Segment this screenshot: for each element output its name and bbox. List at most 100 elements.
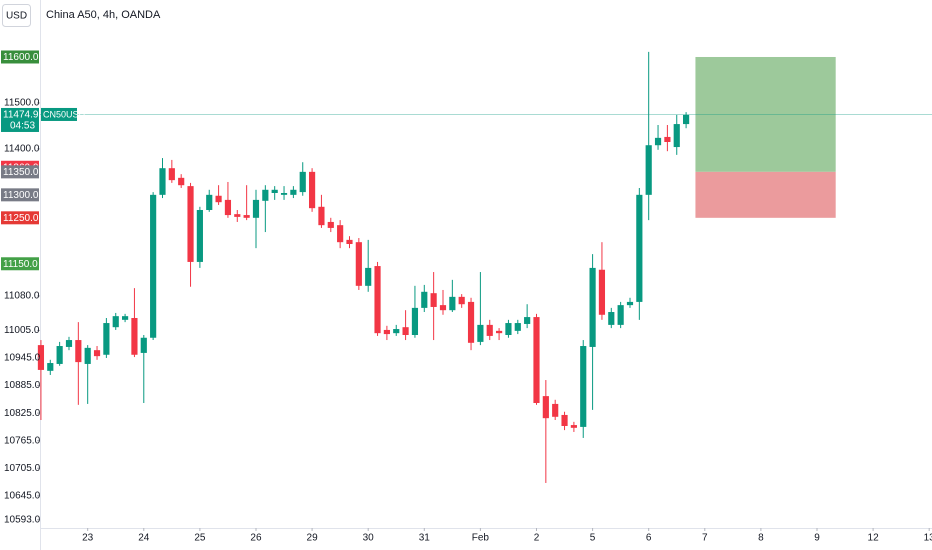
candle-body (365, 267, 372, 286)
y-tick-label: 11005.0 (4, 325, 40, 336)
symbol-badge (41, 107, 77, 121)
candle-body (318, 206, 325, 226)
candle-body (374, 266, 381, 334)
candle-body (215, 195, 222, 203)
candle-body (280, 193, 288, 195)
candle-body (580, 346, 587, 427)
candle-body (514, 323, 521, 331)
price-badge (1, 257, 39, 271)
y-tick-label: 10885.0 (4, 380, 41, 391)
candle-body (150, 194, 157, 338)
candle-body (683, 114, 690, 125)
x-tick-label: 24 (138, 533, 150, 544)
x-tick-label: 31 (419, 533, 431, 544)
candle-body (449, 296, 456, 311)
candle-body (327, 221, 334, 228)
candle-body (505, 323, 512, 335)
candle-body (589, 267, 596, 347)
currency-button[interactable] (2, 4, 31, 27)
candle-body (421, 291, 428, 308)
candle-body (542, 396, 549, 419)
x-tick-label: 5 (590, 533, 596, 544)
y-tick-label: 11400.0 (4, 144, 40, 155)
plot-area (37, 51, 932, 483)
x-tick-label: 6 (646, 533, 652, 544)
x-tick-label: 2 (534, 533, 540, 544)
price-badge-label: 11350.0 (3, 167, 39, 178)
candle-body (496, 330, 503, 334)
candle-body (75, 340, 82, 363)
candle-body (140, 337, 147, 353)
target-zone (695, 56, 836, 172)
x-tick-label: 13 (924, 533, 932, 544)
x-tick-label: 8 (758, 533, 764, 544)
candle-body (47, 363, 54, 371)
candle-body (84, 347, 91, 364)
price-badge-label: 11150.0 (3, 259, 38, 270)
candle-body (178, 177, 185, 186)
candle-body (393, 329, 400, 334)
candle-body (103, 323, 110, 355)
x-tick-label: 9 (814, 533, 820, 544)
price-badge-label: 11250.0 (3, 213, 39, 224)
candle-body (570, 425, 577, 428)
y-tick-label: 10825.0 (4, 408, 41, 419)
candle-body (112, 316, 119, 328)
price-badge (1, 211, 39, 225)
candle-body (552, 403, 559, 417)
candle-body (262, 189, 269, 201)
y-tick-label: 10945.0 (4, 353, 41, 364)
candle-body (252, 199, 260, 218)
currency-label[interactable]: USD (6, 11, 27, 22)
candle-body (477, 324, 484, 342)
candle-body (626, 301, 634, 306)
candle-body (598, 269, 606, 315)
price-badge-label: 11300.0 (3, 190, 39, 201)
candle-body (430, 293, 437, 307)
candle-body (122, 316, 129, 320)
candle-body (206, 194, 213, 211)
candle-body (355, 242, 362, 286)
x-tick-label: 23 (82, 533, 94, 544)
candle-body (617, 305, 624, 325)
y-tick-label: 10705.0 (4, 463, 41, 474)
candle-body (645, 145, 652, 195)
y-tick-label: 11080.0 (4, 291, 40, 302)
candle-body (533, 317, 540, 404)
x-tick-label: 25 (194, 533, 206, 544)
x-tick-label: 30 (363, 533, 375, 544)
candle-body (196, 210, 203, 262)
candle-body (56, 346, 63, 364)
price-badge (1, 50, 39, 64)
candle-body (458, 296, 465, 305)
candle-body (224, 199, 232, 216)
price-badge-label: 11600.0 (3, 52, 39, 63)
chart-title: China A50, 4h, OANDA (46, 9, 161, 21)
candle-body (299, 171, 306, 193)
candle-body (664, 136, 671, 142)
x-tick-label: 29 (307, 533, 319, 544)
candle-body (131, 317, 138, 355)
candle-body (524, 317, 531, 324)
candle-body (337, 225, 344, 243)
candle-body (168, 168, 175, 181)
candle-body (383, 329, 390, 335)
candle-body (159, 168, 166, 195)
stop-zone (695, 171, 836, 218)
price-badge (1, 165, 39, 179)
candle-body (234, 214, 241, 217)
last-price-label: 11474.9 (3, 110, 39, 121)
y-tick-label: 11500.0 (4, 98, 40, 109)
x-tick-label: 12 (868, 533, 880, 544)
x-tick-label: 7 (702, 533, 708, 544)
candle-body (243, 215, 250, 218)
y-tick-label: 10593.0 (4, 514, 41, 525)
candle-body (608, 312, 615, 325)
x-tick-label: 26 (250, 533, 262, 544)
y-tick-label: 10645.0 (4, 490, 41, 501)
candle-body (37, 345, 45, 370)
candle-body (673, 124, 680, 148)
x-tick-label: Feb (472, 533, 490, 544)
candle-body (93, 350, 101, 357)
